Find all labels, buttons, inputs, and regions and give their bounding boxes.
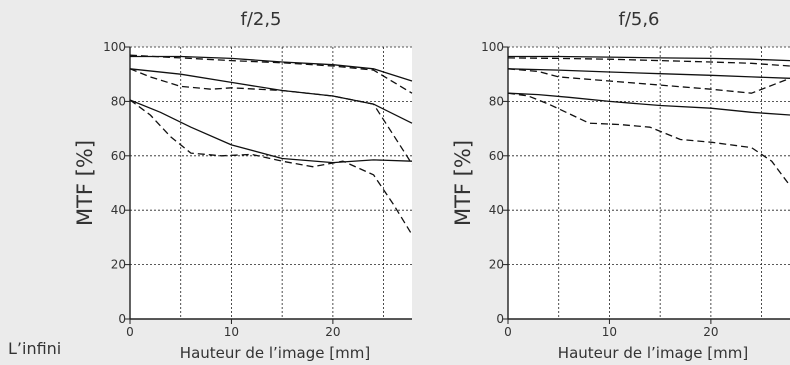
y-tick-label: 80 (489, 94, 504, 108)
y-tick-label: 80 (111, 94, 126, 108)
mtf-curve-solid (507, 68, 790, 79)
mtf-curve-dashed (507, 68, 790, 94)
x-tick-label: 20 (325, 325, 340, 339)
x-axis-label: Hauteur de l’image [mm] (180, 344, 370, 362)
mtf-curve-dashed (507, 57, 790, 67)
mtf-curve-dashed (129, 68, 413, 165)
y-axis-label: MTF [%] (451, 140, 475, 226)
chart-title: f/2,5 (240, 9, 281, 30)
mtf-curve-dashed (507, 92, 790, 187)
mtf-curve-solid (507, 92, 790, 116)
y-tick-label: 0 (118, 312, 126, 326)
x-tick-label: 10 (224, 325, 239, 339)
footer-label: L’infini (8, 339, 61, 358)
y-tick-label: 100 (103, 40, 126, 54)
y-tick-label: 60 (111, 149, 126, 163)
mtf-curve-dashed (129, 54, 413, 94)
x-axis-label: Hauteur de l’image [mm] (558, 344, 748, 362)
y-tick-label: 40 (489, 203, 504, 217)
x-tick-label: 20 (703, 325, 718, 339)
y-tick-label: 0 (496, 312, 504, 326)
y-tick-label: 100 (481, 40, 504, 54)
mtf-curve-dashed (129, 99, 413, 236)
x-tick-label: 0 (126, 325, 134, 339)
mtf-curve-solid (508, 55, 790, 62)
plot-area (508, 47, 790, 319)
plot-area (130, 47, 412, 319)
chart-title: f/5,6 (618, 9, 659, 30)
chart-panel-1: 0 20 40 60 80 100 0 10 20 f/2,5 MTF [%] Hauteur de … (73, 9, 413, 362)
mtf-curve-solid (129, 99, 413, 164)
x-tick-label: 10 (602, 325, 617, 339)
x-tick-label: 0 (504, 325, 512, 339)
chart-panel-2: 0 20 40 60 80 100 0 10 20 f/5,6 MTF [%] Hauteur de … (451, 9, 790, 362)
y-tick-label: 20 (111, 258, 126, 272)
y-tick-label: 40 (111, 203, 126, 217)
y-tick-label: 60 (489, 149, 504, 163)
y-tick-label: 20 (489, 258, 504, 272)
y-axis-label: MTF [%] (73, 140, 97, 226)
mtf-curve-solid (130, 55, 413, 82)
